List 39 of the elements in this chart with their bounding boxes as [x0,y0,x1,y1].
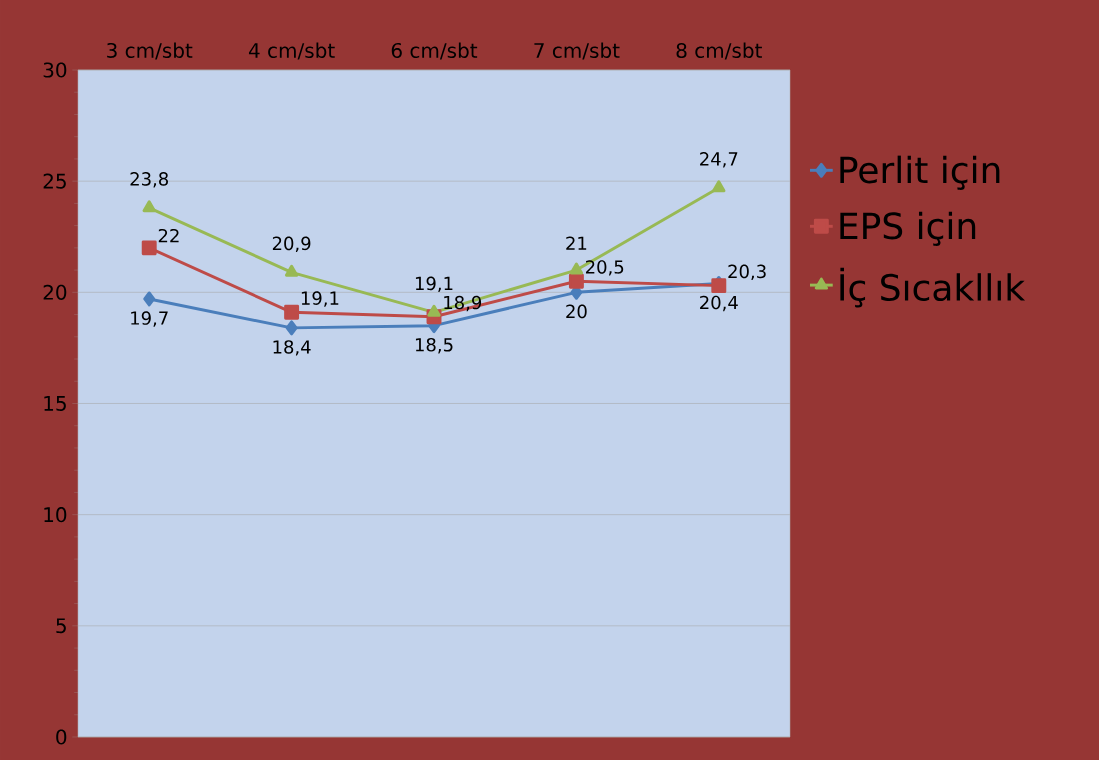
point [142,200,156,213]
y-tick-label: 10 [44,507,67,523]
y-tick-label: 20 [43,284,67,300]
data-label: 20,9 [272,236,311,253]
point [569,262,584,275]
data-label: 19,1 [415,276,453,293]
y-tick-label: 15 [44,396,66,411]
data-label: 23,8 [130,172,169,188]
data-label: 24,7 [700,152,738,168]
data-label: 18,4 [273,340,311,356]
y-tick-label: 5 [56,618,66,634]
data-label: 19,7 [131,311,168,327]
legend-label: Perlit için [840,155,1000,190]
data-label: 20 [566,304,587,319]
legend-label: EPS için [840,211,976,246]
x-tick-label: 4 cm/sbt [248,42,335,60]
point [712,180,726,193]
x-tick-label: 7 cm/sbt [534,42,620,60]
point [141,240,157,256]
x-tick-label: 3 cm/sbt [107,42,193,60]
y-tick-label: 0 [56,729,67,745]
data-label: 22 [158,228,179,243]
data-label: 21 [566,236,587,250]
point [427,304,441,317]
point [568,273,584,289]
data-label: 19,1 [301,291,339,307]
point [143,291,156,307]
data-label: 20,3 [728,264,766,281]
data-label: 18,5 [415,337,453,354]
data-label: 20,5 [585,260,624,276]
point [285,320,298,336]
legend-label: İç Sıcakllık [840,267,1026,308]
y-tick-label: 30 [43,62,67,78]
x-tick-label: 6 cm/sbt [391,42,478,60]
y-tick-label: 25 [43,173,66,189]
point [284,264,299,277]
point [284,304,300,320]
x-tick-label: 8 cm/sbt [676,42,762,60]
data-label: 20,4 [700,295,738,312]
